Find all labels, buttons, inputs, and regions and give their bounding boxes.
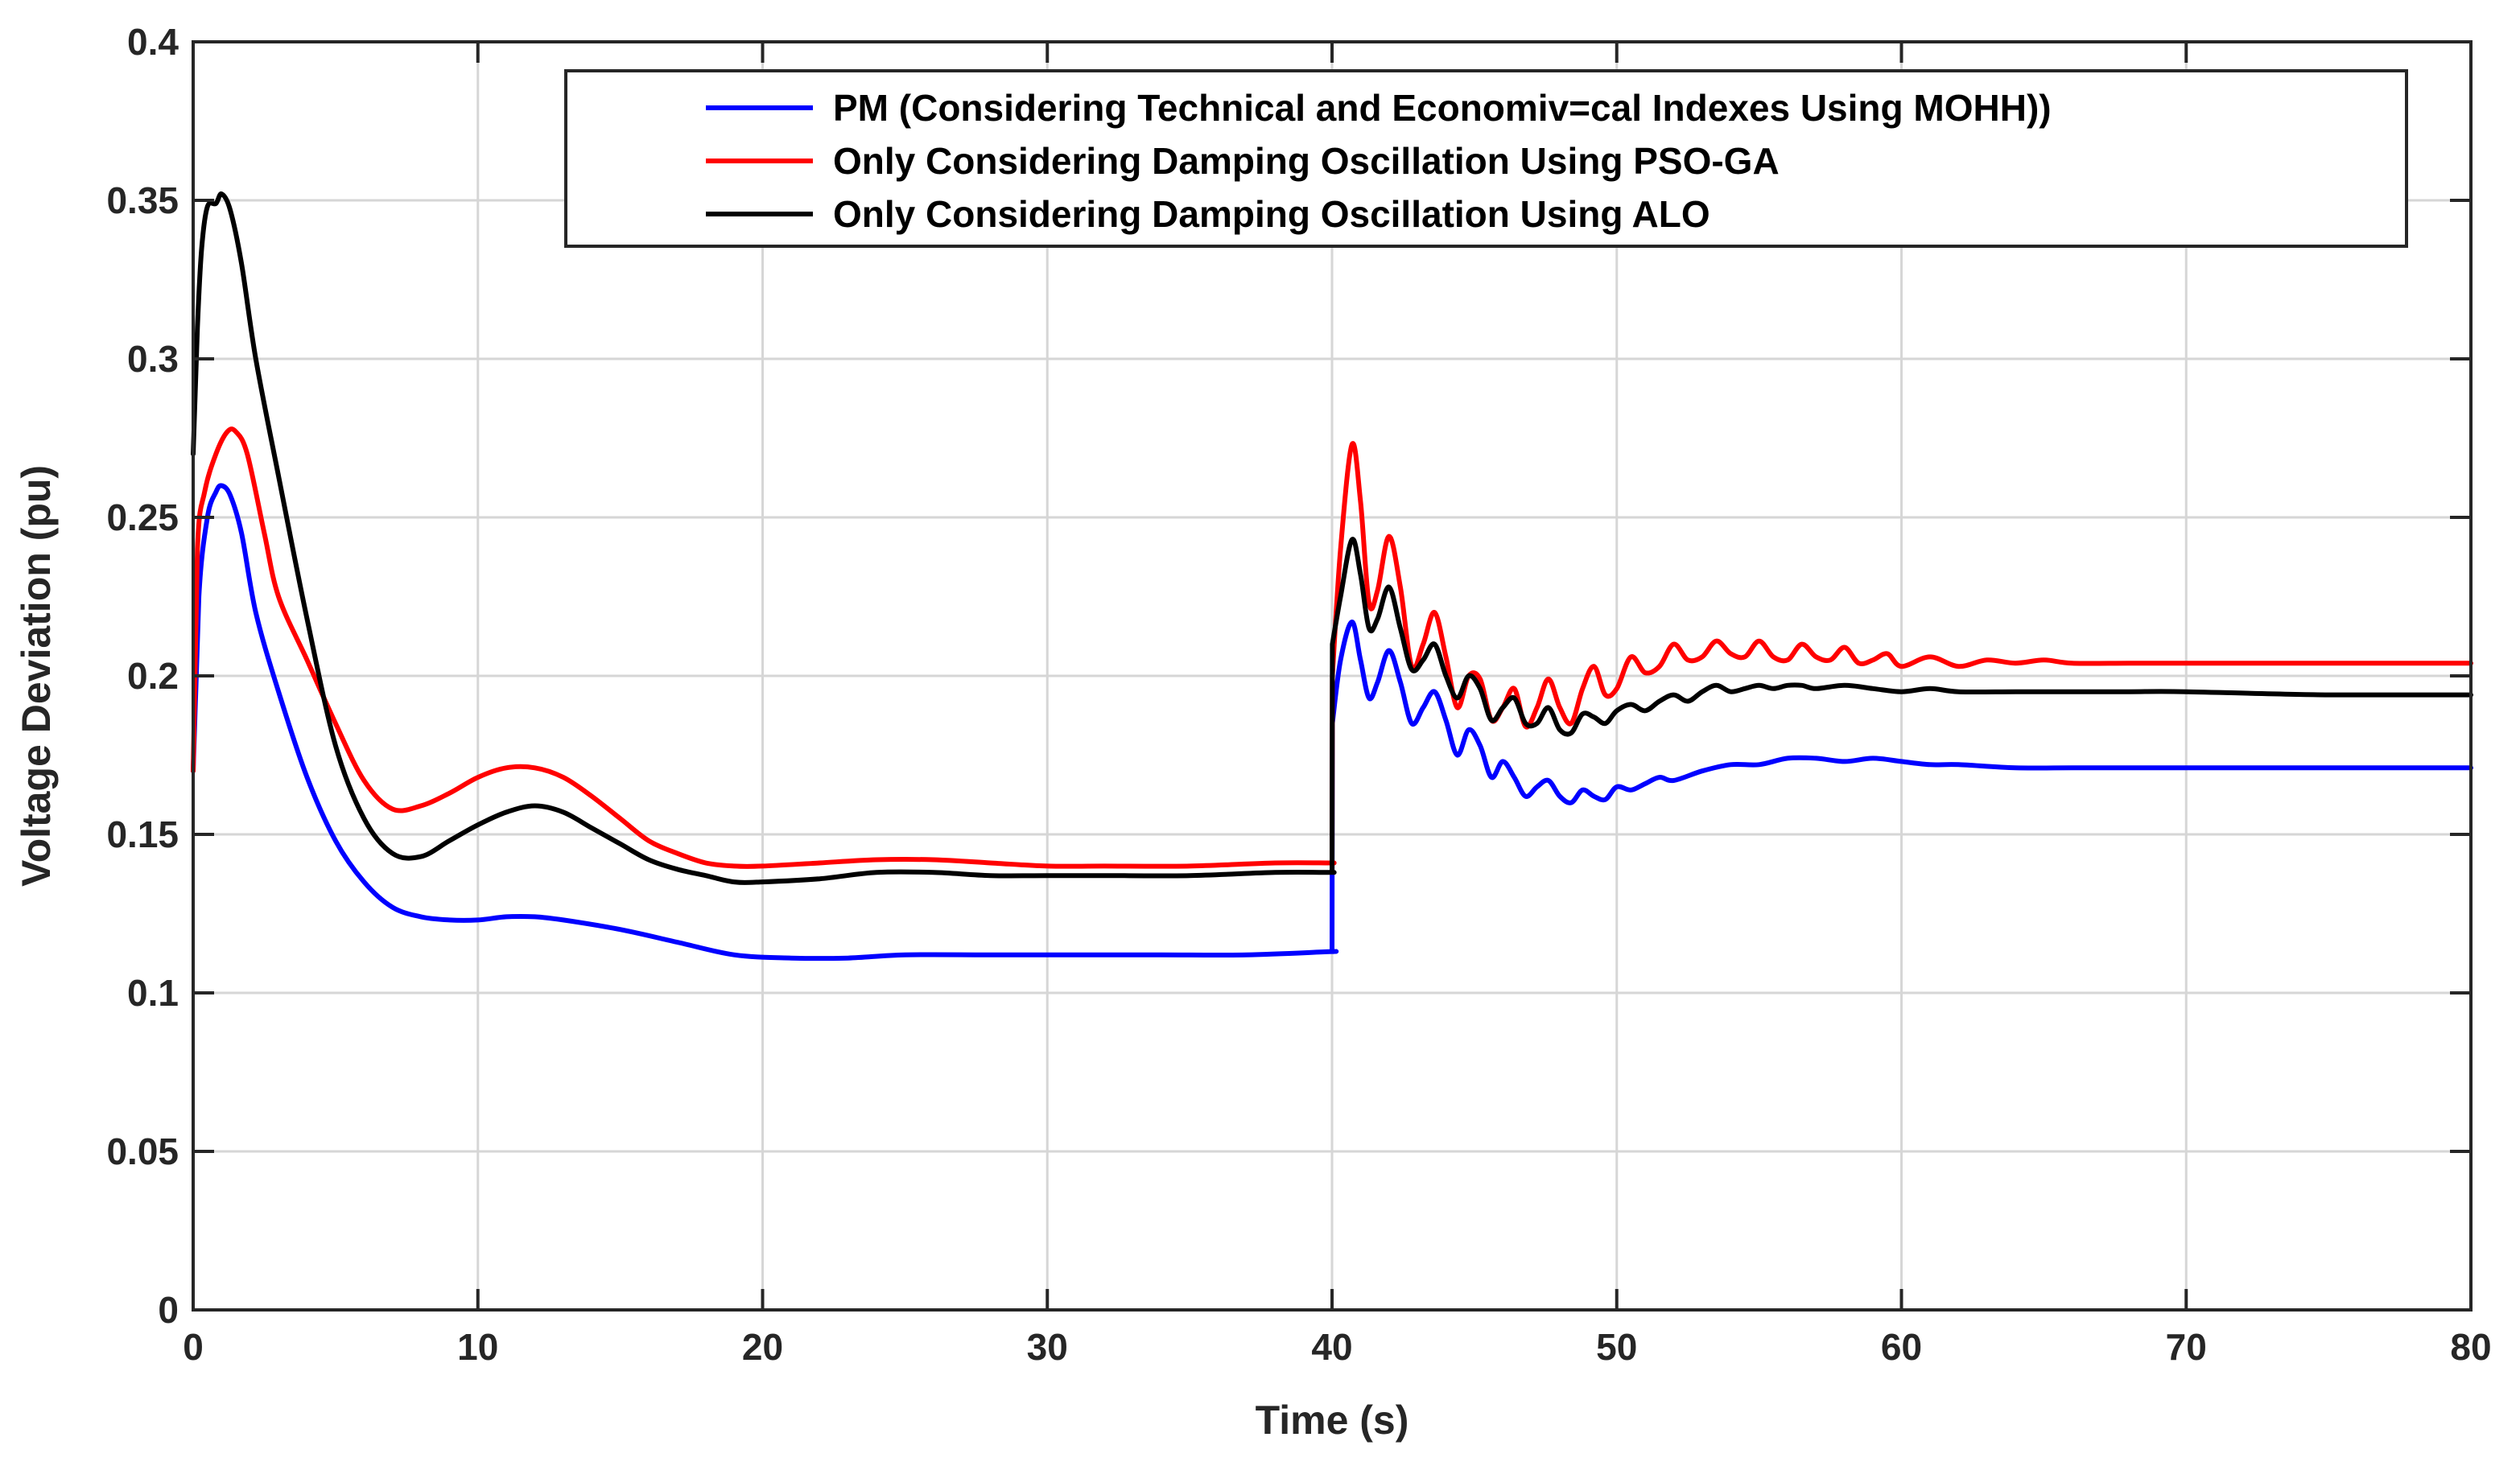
x-tick-label: 80 bbox=[2450, 1326, 2491, 1368]
legend-label-pso-ga: Only Considering Damping Oscillation Usi… bbox=[833, 140, 1780, 182]
y-tick-label: 0.25 bbox=[106, 496, 179, 538]
y-axis-label: Voltage Deviation (pu) bbox=[14, 465, 59, 887]
y-tick-label: 0.05 bbox=[106, 1130, 179, 1172]
series-line-pm bbox=[191, 483, 2473, 962]
x-axis-label: Time (s) bbox=[1256, 1398, 1409, 1443]
series-line-alo bbox=[191, 191, 2473, 885]
series-lines bbox=[191, 191, 2473, 962]
x-tick-label: 50 bbox=[1596, 1326, 1637, 1368]
x-tick-label: 0 bbox=[183, 1326, 204, 1368]
legend-label-pm: PM (Considering Technical and Economiv=c… bbox=[833, 87, 2052, 129]
x-tick-labels: 0 10 20 30 40 50 60 70 80 bbox=[183, 1326, 2491, 1368]
x-tick-label: 60 bbox=[1881, 1326, 1922, 1368]
y-tick-label: 0.3 bbox=[127, 338, 179, 380]
x-tick-label: 70 bbox=[2166, 1326, 2207, 1368]
y-tick-label: 0 bbox=[158, 1289, 179, 1331]
legend-box bbox=[564, 69, 2408, 248]
ticks bbox=[192, 40, 2473, 1312]
y-tick-label: 0.15 bbox=[106, 813, 179, 855]
series-line-pso-ga bbox=[191, 426, 2473, 869]
x-tick-label: 30 bbox=[1027, 1326, 1068, 1368]
y-tick-label: 0.35 bbox=[106, 179, 179, 221]
y-tick-label: 0.2 bbox=[127, 655, 179, 697]
x-tick-label: 40 bbox=[1311, 1326, 1352, 1368]
x-tick-label: 20 bbox=[742, 1326, 783, 1368]
x-tick-label: 10 bbox=[457, 1326, 498, 1368]
y-tick-labels: 0 0.05 0.1 0.15 0.2 0.25 0.3 0.35 0.4 bbox=[106, 21, 179, 1331]
y-tick-label: 0.4 bbox=[127, 21, 179, 63]
legend: PM (Considering Technical and Economiv=c… bbox=[564, 69, 2408, 248]
legend-label-alo: Only Considering Damping Oscillation Usi… bbox=[833, 193, 1710, 235]
y-tick-label: 0.1 bbox=[127, 972, 179, 1014]
